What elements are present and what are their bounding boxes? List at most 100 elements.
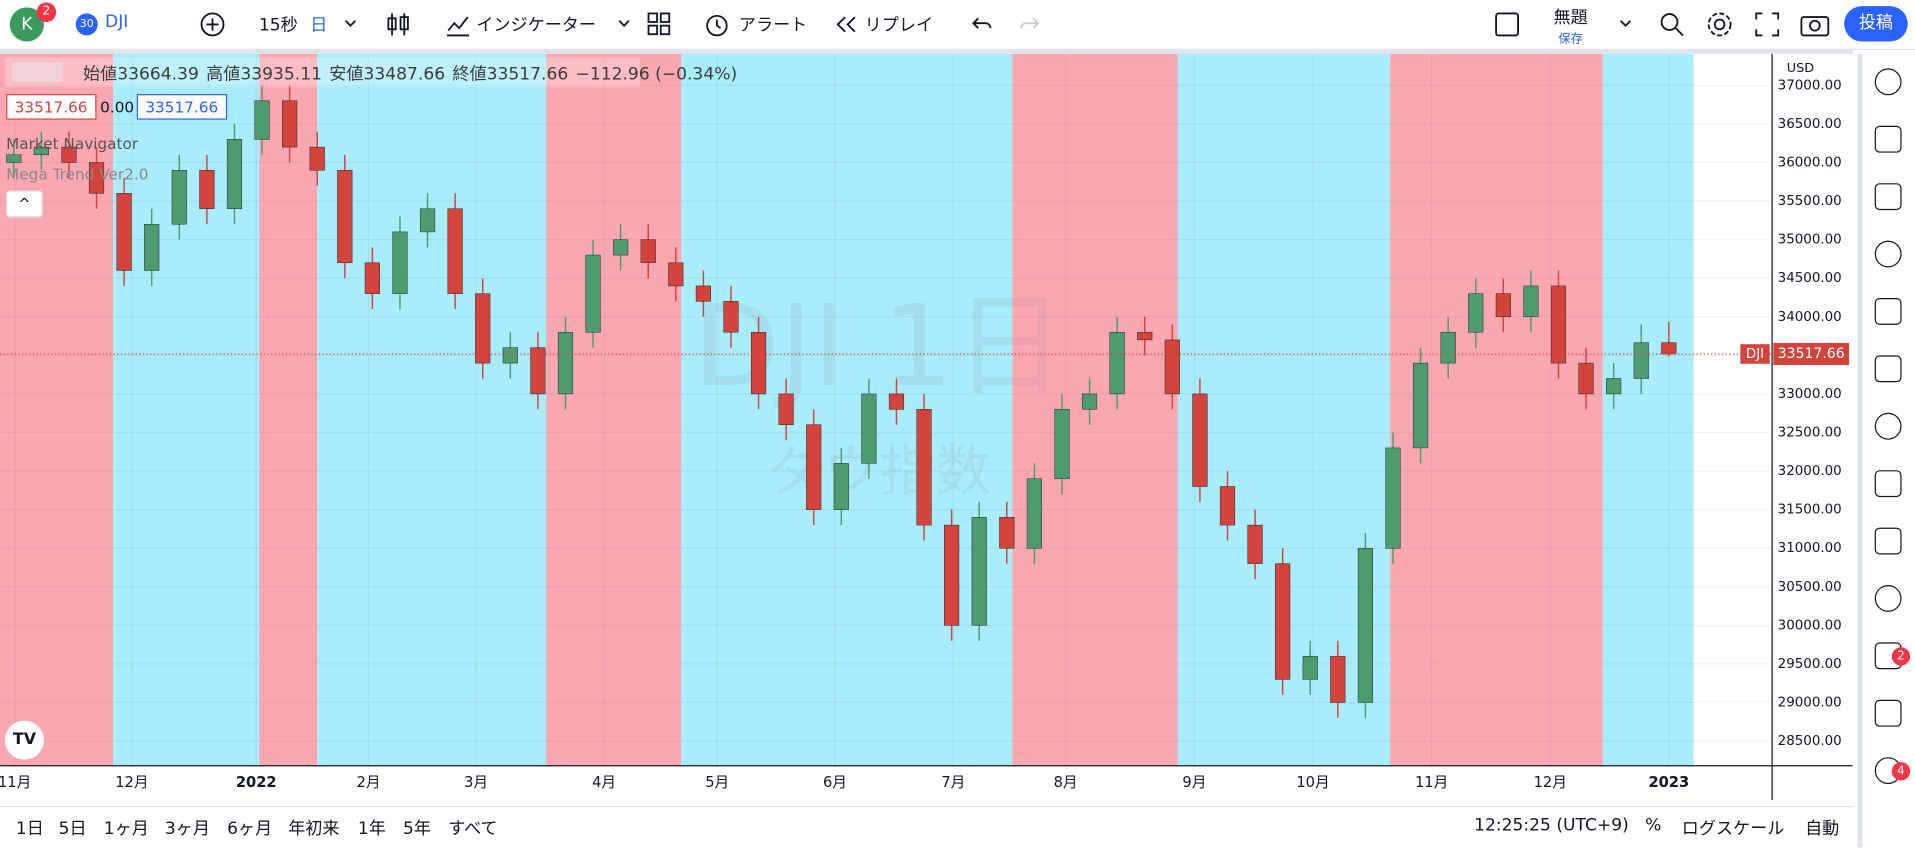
- y-tick-label: 34000.00: [1778, 310, 1842, 325]
- chevron[interactable]: [1619, 20, 1632, 30]
- range-button[interactable]: 5日: [58, 819, 87, 840]
- save[interactable]: 保存: [1558, 32, 1583, 47]
- x-tick-label: 12月: [115, 774, 148, 791]
- chart-type-icon[interactable]: [386, 11, 410, 38]
- divider: [0, 48, 1853, 54]
- ohlc-label: 終値: [452, 64, 487, 85]
- x-tick-label: 4月: [592, 774, 616, 791]
- range-button[interactable]: 1日: [15, 819, 44, 840]
- undo-icon[interactable]: [971, 16, 993, 33]
- candle-body: [1606, 378, 1622, 395]
- publish-button[interactable]: 投稿: [1844, 6, 1908, 42]
- candle-body: [861, 393, 877, 464]
- watermark-sub: ダウ指数: [767, 440, 992, 505]
- range-button[interactable]: 1年: [357, 819, 386, 840]
- candle-body: [1468, 293, 1484, 333]
- y-tick-label: 29500.00: [1778, 657, 1842, 672]
- candle-body: [282, 100, 298, 148]
- range-button[interactable]: 6ヶ月: [227, 819, 273, 840]
- layout-name[interactable]: 無題: [1553, 8, 1588, 29]
- interval[interactable]: 15秒: [258, 15, 298, 36]
- y-tick-label: 32000.00: [1778, 464, 1842, 479]
- candle-body: [1550, 285, 1567, 364]
- fullscreen-icon[interactable]: [1755, 12, 1780, 37]
- candle-body: [1440, 331, 1456, 364]
- y-tick-label: 29000.00: [1778, 695, 1842, 710]
- y-tick-label: 37000.00: [1778, 78, 1842, 93]
- candle-body: [419, 208, 436, 233]
- log-toggle[interactable]: ログスケール: [1681, 819, 1785, 840]
- range-button[interactable]: 1ヶ月: [103, 819, 149, 840]
- sidebar-icon[interactable]: [1874, 240, 1902, 268]
- range-button[interactable]: すべて: [448, 819, 498, 840]
- symbol[interactable]: DJI: [105, 12, 129, 32]
- collapse-button[interactable]: ^: [6, 190, 43, 218]
- x-tick-label: 5月: [705, 774, 729, 791]
- candle-body: [1137, 331, 1153, 341]
- y-tick-label: 34500.00: [1778, 271, 1842, 286]
- trend-band: [259, 53, 318, 766]
- alert-icon[interactable]: [705, 11, 732, 38]
- sidebar-icon[interactable]: [1874, 297, 1902, 325]
- x-tick-label: 11月: [1415, 774, 1448, 791]
- sidebar-icon[interactable]: [1874, 183, 1902, 211]
- tv-logo[interactable]: TV: [4, 720, 44, 760]
- range-button[interactable]: 3ヶ月: [164, 819, 210, 840]
- candle-body: [475, 293, 491, 364]
- candle-body: [971, 517, 987, 626]
- settings-icon[interactable]: [1706, 11, 1733, 38]
- trend-band: [546, 53, 682, 766]
- chevron[interactable]: [618, 20, 630, 30]
- candle-body: [557, 331, 574, 395]
- search-icon[interactable]: [1660, 12, 1684, 37]
- chevron[interactable]: [344, 20, 357, 30]
- candle-body: [447, 208, 463, 294]
- candle-body: [640, 239, 656, 264]
- layout-box[interactable]: [1495, 12, 1519, 37]
- alert[interactable]: アラート: [738, 15, 808, 36]
- candle-body: [1302, 655, 1318, 680]
- sidebar-icon[interactable]: [1874, 470, 1902, 498]
- indicator-icon[interactable]: [445, 11, 472, 38]
- legend-toggle[interactable]: [12, 62, 64, 82]
- layout-icon[interactable]: [647, 12, 671, 36]
- candle-body: [1219, 486, 1236, 526]
- camera-icon[interactable]: [1800, 12, 1830, 37]
- input-value: 0.00: [100, 97, 135, 117]
- sidebar-icon[interactable]: [1874, 125, 1902, 153]
- replay[interactable]: リプレイ: [864, 15, 934, 36]
- indicators[interactable]: インジケーター: [476, 15, 596, 36]
- timeframe[interactable]: 日: [310, 15, 328, 36]
- indicator-name[interactable]: Market Navigator: [6, 134, 139, 153]
- percent-toggle[interactable]: %: [1645, 815, 1662, 836]
- add-icon[interactable]: [199, 11, 226, 38]
- y-tick-label: 31500.00: [1778, 503, 1842, 518]
- symbol-tag: DJI: [1746, 347, 1764, 362]
- auto-toggle[interactable]: 自動: [1805, 819, 1840, 840]
- last-price: 33517.66: [1778, 346, 1845, 362]
- ohlc-label: 始値: [83, 64, 118, 85]
- ohlc-value: 33487.66: [363, 64, 446, 85]
- range-button[interactable]: 5年: [403, 819, 432, 840]
- candle-body: [1661, 342, 1677, 355]
- replay-icon[interactable]: [835, 15, 857, 35]
- sidebar-icon[interactable]: [1874, 527, 1902, 555]
- x-tick-label: 12月: [1534, 774, 1567, 791]
- sidebar-icon[interactable]: [1874, 699, 1902, 727]
- sidebar-icon[interactable]: [1874, 412, 1902, 440]
- range-button[interactable]: 年初来: [288, 819, 340, 840]
- sidebar-icon[interactable]: [1874, 355, 1902, 383]
- candle-body: [337, 169, 353, 264]
- indicator-name[interactable]: Mega Trend Ver2.0: [6, 164, 149, 184]
- candle-body: [116, 193, 132, 271]
- sidebar-icon[interactable]: [1874, 585, 1902, 612]
- y-tick-label: 30500.00: [1778, 580, 1842, 595]
- input-box[interactable]: 33517.66: [136, 94, 227, 120]
- candle-body: [613, 239, 629, 256]
- input-box[interactable]: 33517.66: [6, 94, 97, 120]
- candle-body: [392, 231, 408, 294]
- sidebar-icon[interactable]: [1874, 68, 1902, 96]
- candle-body: [1578, 362, 1594, 395]
- candle-body: [916, 409, 932, 526]
